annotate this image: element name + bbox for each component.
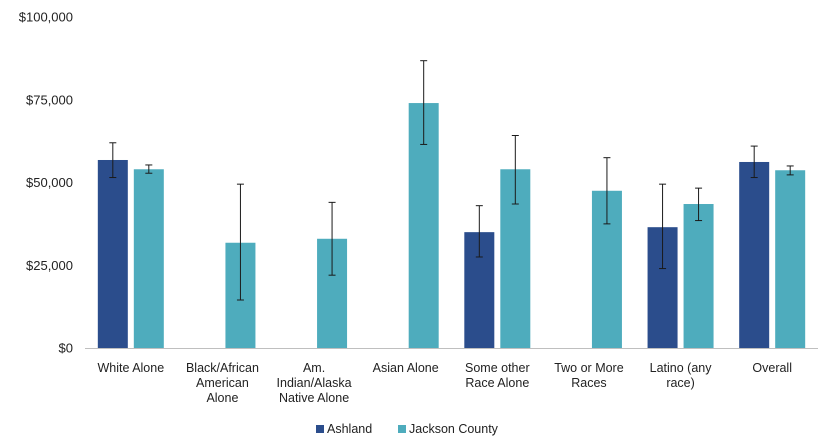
error-bars-group [109,60,794,301]
error-bar [750,145,758,179]
error-bar [695,187,703,222]
bar-ashland [97,159,128,348]
x-category-label: Latino (any race) [650,361,713,390]
error-bar [420,60,428,145]
legend-swatch [398,425,406,433]
error-bar [786,165,794,176]
y-tick-label: $0 [59,341,73,356]
y-tick-label: $100,000 [19,10,73,25]
y-tick-label: $50,000 [26,175,73,190]
bar-ashland [739,161,770,348]
legend-item-jackson-county: Jackson County [398,422,499,436]
error-bar [659,183,667,270]
bars-group [97,103,806,348]
error-bar [109,142,117,179]
error-bar [511,134,519,205]
error-bar [236,183,244,301]
legend-label: Ashland [327,422,372,436]
x-axis-labels: White Alone Black/African American Alone Am.… [97,361,792,405]
error-bar [145,164,153,174]
bar-jackson-county [133,169,164,348]
x-category-label: Black/African American Alone [186,361,259,405]
y-tick-label: $25,000 [26,258,73,273]
bar-jackson-county [775,170,806,348]
x-category-label: Two or More Races [554,361,624,390]
x-category-label: Am. Indian/Alaska Native Alone [277,361,352,405]
error-bar [475,205,483,258]
legend-swatch [316,425,324,433]
error-bar [603,157,611,225]
y-tick-label: $75,000 [26,92,73,107]
x-category-label: Some other Race Alone [465,361,530,390]
legend: Ashland Jackson County [316,422,499,436]
bar-jackson-county [683,204,714,348]
x-category-label: Overall [752,361,792,375]
y-axis: $0 $25,000 $50,000 $75,000 $100,000 [19,10,73,356]
legend-item-ashland: Ashland [316,422,372,436]
x-category-label: White Alone [97,361,164,375]
x-category-label: Asian Alone [373,361,439,375]
legend-label: Jackson County [409,422,499,436]
error-bar [328,201,336,276]
